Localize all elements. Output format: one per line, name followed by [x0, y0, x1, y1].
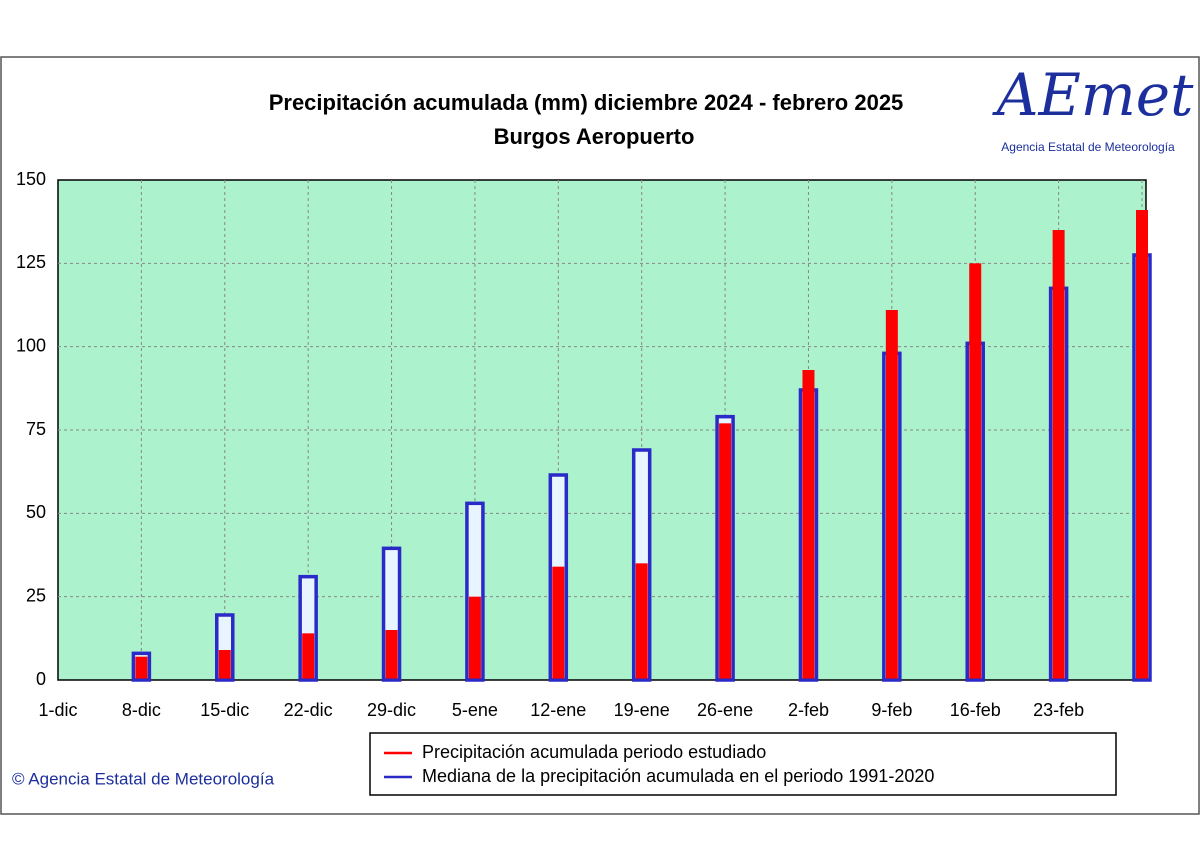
observed-bar — [1052, 230, 1065, 679]
x-tick-label: 22-dic — [284, 700, 333, 720]
observed-bar — [302, 633, 315, 679]
x-tick-label: 1-dic — [38, 700, 77, 720]
x-tick-label: 26-ene — [697, 700, 753, 720]
observed-bar — [969, 263, 982, 679]
x-tick-label: 16-feb — [950, 700, 1001, 720]
x-tick-label: 8-dic — [122, 700, 161, 720]
observed-bar — [635, 563, 648, 679]
y-tick-label: 125 — [16, 252, 46, 272]
observed-bar — [719, 423, 732, 679]
y-tick-label: 25 — [26, 585, 46, 605]
y-tick-label: 100 — [16, 335, 46, 355]
chart-subtitle: Burgos Aeropuerto — [494, 124, 695, 149]
observed-bar — [802, 370, 815, 679]
observed-bar — [468, 596, 481, 679]
logo: AEmet — [992, 61, 1195, 129]
observed-bar — [1136, 210, 1148, 679]
x-tick-label: 9-feb — [871, 700, 912, 720]
x-tick-label: 29-dic — [367, 700, 416, 720]
legend-label: Precipitación acumulada periodo estudiad… — [422, 742, 766, 762]
x-tick-label: 12-ene — [530, 700, 586, 720]
observed-bar — [135, 656, 148, 679]
y-tick-label: 75 — [26, 419, 46, 439]
observed-bar — [218, 650, 231, 679]
y-tick-label: 50 — [26, 502, 46, 522]
observed-bar — [885, 310, 898, 679]
x-tick-label: 23-feb — [1033, 700, 1084, 720]
observed-bar — [385, 630, 398, 679]
x-tick-label: 2-feb — [788, 700, 829, 720]
observed-bar — [552, 566, 565, 679]
y-tick-label: 0 — [36, 669, 46, 689]
frame — [0, 56, 1200, 815]
chart-title: Precipitación acumulada (mm) diciembre 2… — [269, 90, 904, 115]
y-tick-label: 150 — [16, 169, 46, 189]
x-tick-label: 5-ene — [452, 700, 498, 720]
legend-box — [369, 732, 1117, 796]
logo-subtitle: Agencia Estatal de Meteorología — [1001, 140, 1175, 154]
x-tick-label: 15-dic — [200, 700, 249, 720]
footer: © Agencia Estatal de Meteorología — [12, 769, 275, 788]
legend-label: Mediana de la precipitación acumulada en… — [422, 766, 934, 786]
x-tick-label: 19-ene — [614, 700, 670, 720]
